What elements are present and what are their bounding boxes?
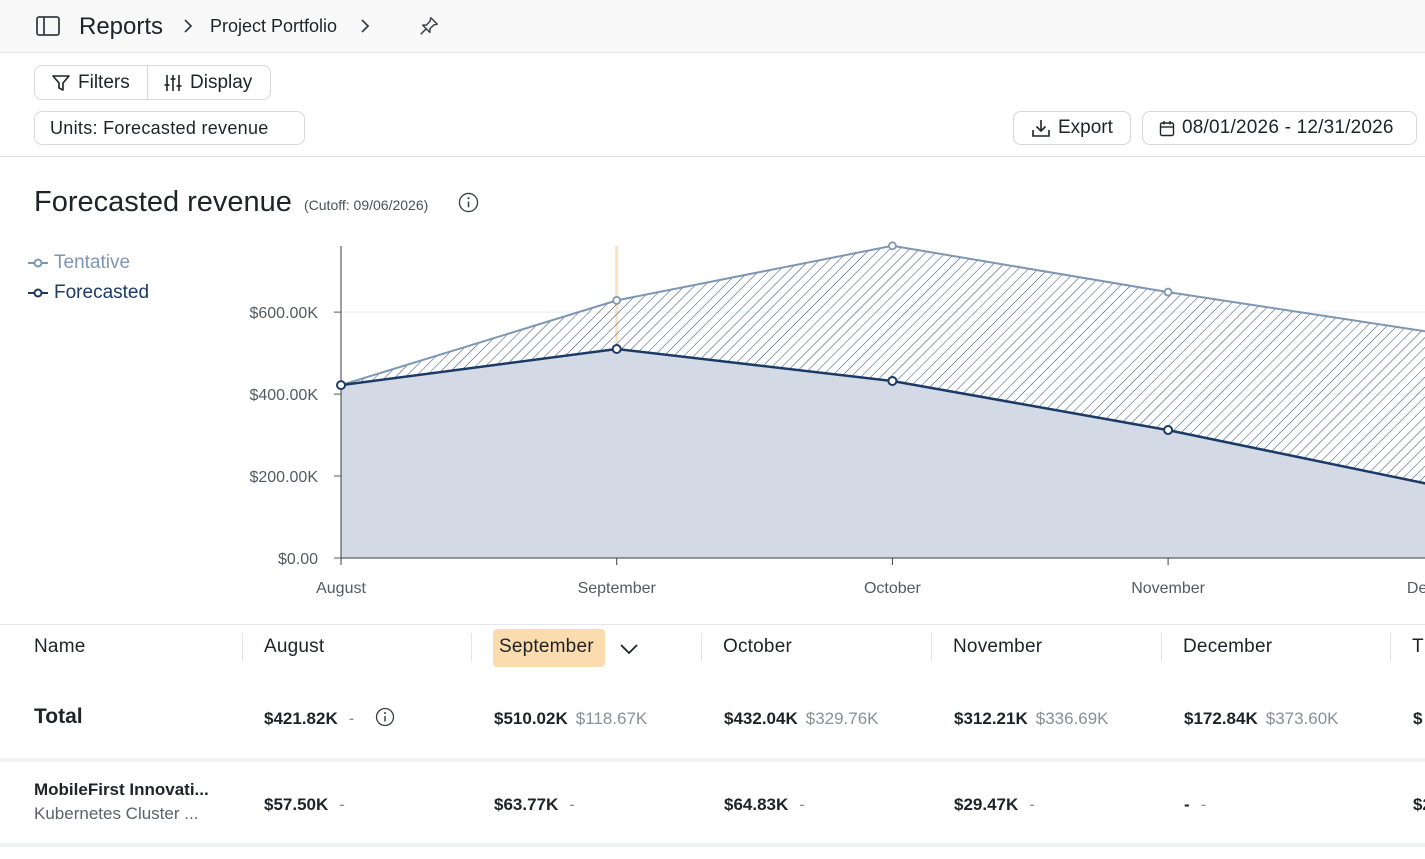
legend-label-tentative: Tentative [54,252,131,273]
forecasted-point [887,375,898,386]
column-separator [1390,633,1391,662]
divider [0,843,1425,847]
x-tick-label: November [1131,580,1205,597]
date-range-label: 08/01/2026 - 12/31/2026 [1182,117,1394,138]
units-label: Units: Forecasted revenue [50,117,269,138]
chevron-right-icon [184,19,193,33]
breadcrumb-project-portfolio[interactable]: Project Portfolio [210,16,338,36]
row-cell-september: $63.77K - [494,795,575,814]
tentative-line-icon [28,258,48,268]
forecasted-area [341,349,1425,558]
chevron-down-icon[interactable] [618,640,640,658]
x-tick-label: October [864,580,922,597]
total-cell-october: $432.04K $329.76K [724,709,879,728]
divider [0,156,1425,157]
chevron-right-icon[interactable] [359,17,371,35]
column-header-name[interactable]: Name [34,636,86,657]
row-cell-december: -- [1184,795,1207,814]
total-cell-september: $510.02K $118.67K [494,709,648,728]
column-header-total[interactable]: T [1412,636,1424,657]
row-client-name[interactable]: MobileFirst Innovati... [34,780,209,799]
row-cell-august: $57.50K - [264,795,345,814]
divider [0,758,1425,762]
top-bar: Reports Project Portfolio [0,0,1425,53]
sidebar-toggle-icon[interactable] [36,16,60,36]
export-label: Export [1058,117,1113,138]
column-separator [242,633,243,662]
row-cell-october: $64.83K - [724,795,805,814]
y-tick-label: $400.00K [249,387,318,404]
chart-title: Forecasted revenue [34,186,292,218]
y-tick-label: $0.00 [278,551,318,568]
chart-legend: Tentative Forecasted [28,248,149,308]
column-header-september-highlight[interactable] [493,629,605,667]
filters-button[interactable]: Filters [35,66,148,99]
x-tick-label: December [1407,580,1425,597]
total-cell-december: $172.84K $373.60K [1184,709,1339,728]
column-header-november[interactable]: November [953,636,1043,657]
column-header-december[interactable]: December [1183,636,1273,657]
row-cell-total: $2 [1413,795,1425,814]
column-header-september[interactable]: September [499,636,594,657]
forecasted-point [611,343,622,354]
column-separator [1161,633,1162,662]
column-separator [701,633,702,662]
filter-icon [52,74,70,91]
export-button[interactable]: Export [1013,111,1131,145]
y-tick-label: $600.00K [249,305,318,322]
pin-icon[interactable] [418,15,440,37]
total-cell-total: $ [1413,709,1423,728]
tentative-point [612,295,622,305]
breadcrumb-reports[interactable]: Reports [79,13,164,40]
tentative-area [341,245,1425,484]
forecasted-point [336,380,346,391]
info-icon[interactable] [458,192,479,213]
sliders-icon [164,74,182,91]
divider [0,624,1425,625]
display-button[interactable]: Display [148,66,252,99]
tentative-point [1163,287,1173,297]
row-project-name[interactable]: Kubernetes Cluster ... [34,804,199,823]
filters-label: Filters [78,71,130,93]
column-header-august[interactable]: August [264,636,325,657]
column-separator [931,633,932,662]
cutoff-label: (Cutoff: 09/06/2026) [304,197,429,213]
column-header-october[interactable]: October [723,636,792,657]
download-icon [1032,120,1050,137]
total-cell-november: $312.21K $336.69K [954,709,1109,728]
total-cell-august: $421.82K - [264,709,355,728]
calendar-icon [1159,120,1175,136]
legend-item-tentative[interactable]: Tentative [28,248,149,278]
total-row-label: Total [34,705,83,728]
forecasted-point [1163,425,1174,436]
y-tick-label: $200.00K [249,469,318,486]
x-tick-label: August [316,580,366,597]
filters-display-group: Filters Display [34,65,271,100]
column-separator [471,633,472,662]
row-cell-november: $29.47K - [954,795,1035,814]
legend-item-forecasted[interactable]: Forecasted [28,278,149,308]
display-label: Display [190,71,253,93]
units-selector[interactable]: Units: Forecasted revenue [34,111,305,145]
tentative-point [888,241,897,251]
info-icon[interactable] [375,707,395,727]
date-range-picker[interactable]: 08/01/2026 - 12/31/2026 [1142,111,1417,145]
revenue-area-chart: $0.00 $200.00K $400.00K $600.00K August Septe… [249,241,1425,597]
forecasted-line-icon [28,288,48,298]
legend-label-forecasted: Forecasted [54,282,150,303]
x-tick-label: September [578,580,657,597]
